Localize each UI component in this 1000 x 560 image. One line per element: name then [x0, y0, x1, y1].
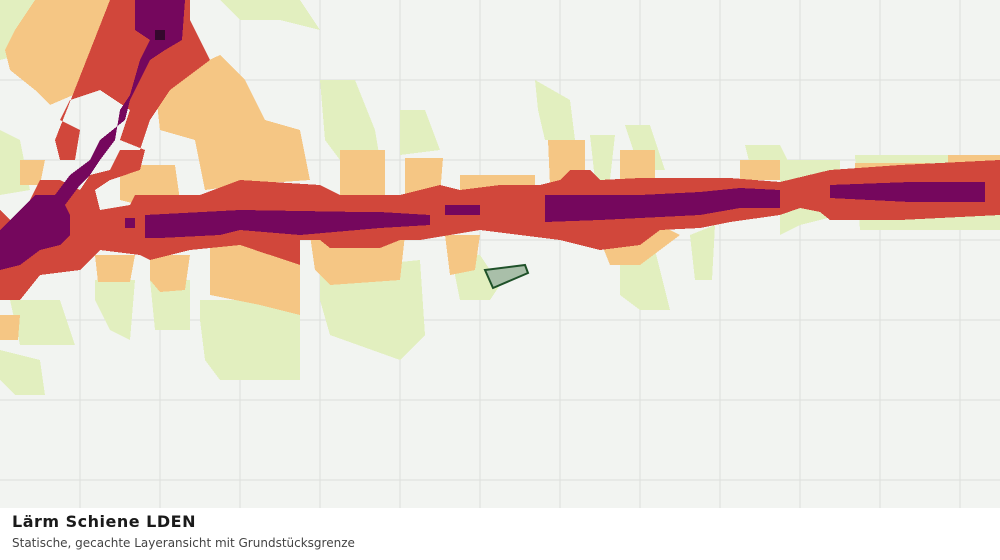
map — [0, 0, 1000, 508]
noise-zone-70 — [0, 0, 985, 270]
map-subtitle: Statische, gecachte Layeransicht mit Gru… — [12, 536, 355, 550]
parcel-boundary — [483, 263, 530, 290]
noise-zone-75 — [155, 30, 165, 40]
map-title: Lärm Schiene LDEN — [12, 512, 196, 531]
caption: Lärm Schiene LDEN Statische, gecachte La… — [12, 512, 988, 550]
